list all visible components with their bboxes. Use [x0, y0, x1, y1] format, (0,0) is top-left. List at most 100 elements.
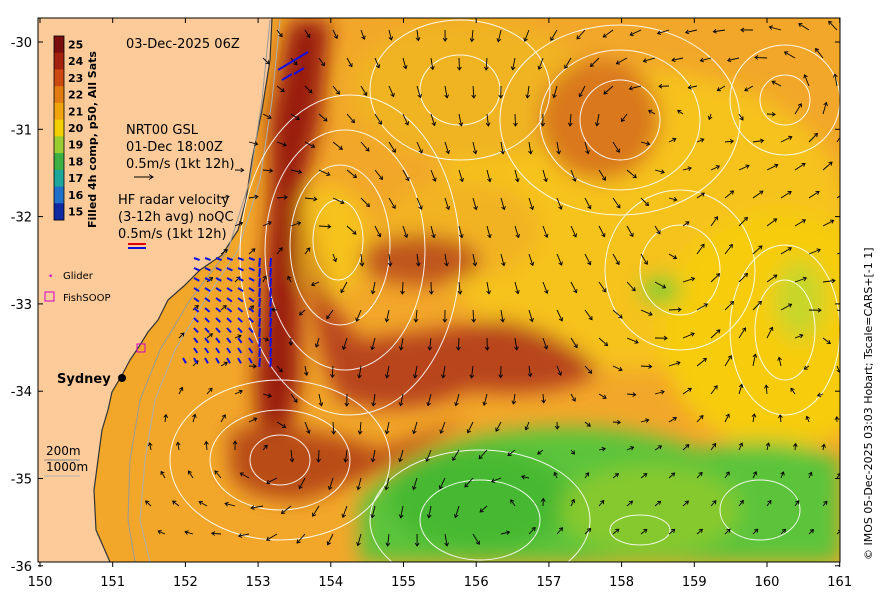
velocity-arrowhead	[340, 288, 345, 294]
velocity-arrowhead	[684, 500, 689, 505]
velocity-arrowhead	[459, 234, 464, 239]
velocity-arrowhead	[469, 38, 475, 43]
velocity-arrow	[640, 197, 649, 206]
velocity-arrowhead	[147, 442, 153, 447]
velocity-arrow	[429, 337, 432, 350]
velocity-arrowhead	[263, 444, 268, 449]
fishsoop-marker-map	[136, 343, 146, 353]
velocity-arrowhead	[788, 135, 793, 141]
fishsoop-label: FishSOOP	[63, 293, 110, 304]
velocity-arrow	[640, 253, 648, 265]
velocity-arrow	[500, 531, 510, 535]
hf-radar-vector	[258, 287, 261, 298]
velocity-arrow	[598, 500, 605, 507]
velocity-arrow	[220, 362, 228, 367]
velocity-arrowhead	[529, 317, 534, 323]
x-axis: 150 151 152 153 154 155 156 157 158 159 160 161	[28, 18, 852, 590]
velocity-arrowhead	[252, 363, 257, 369]
velocity-arrowhead	[357, 374, 362, 379]
velocity-arrowhead	[587, 369, 593, 374]
colorbar-swatch	[54, 69, 64, 87]
velocity-arrowhead	[452, 456, 457, 461]
velocity-arrowhead	[398, 457, 403, 463]
velocity-arrow	[612, 365, 623, 371]
velocity-arrowhead	[573, 289, 578, 294]
colorbar-tick-label: 22	[68, 89, 83, 102]
velocity-arrowhead	[428, 290, 434, 295]
velocity-arrow	[318, 169, 331, 176]
velocity-arrowhead	[765, 442, 771, 447]
hf-radar-vector	[248, 347, 254, 354]
velocity-arrowhead	[757, 300, 762, 306]
velocity-arrowhead	[700, 192, 705, 197]
velocity-arrowhead	[331, 430, 336, 435]
velocity-arrow	[262, 393, 272, 397]
velocity-arrow	[836, 252, 840, 255]
velocity-arrowhead	[554, 425, 560, 430]
hf-radar-vector	[281, 73, 293, 81]
velocity-arrowhead	[828, 20, 833, 25]
velocity-arrow	[822, 102, 827, 115]
velocity-arrowhead	[208, 333, 214, 338]
velocity-arrow	[416, 85, 421, 98]
velocity-arrowhead	[323, 117, 328, 122]
velocity-arrow	[738, 327, 746, 339]
velocity-arrow	[472, 197, 477, 210]
velocity-arrowhead	[752, 353, 758, 358]
hf-radar-vector	[258, 347, 261, 358]
velocity-arrow	[744, 85, 754, 92]
velocity-arrowhead	[232, 440, 238, 445]
hf-radar-vector	[226, 327, 232, 334]
velocity-arrowhead	[312, 512, 317, 517]
hf-radar-vector	[204, 327, 210, 334]
velocity-arrow	[145, 500, 152, 507]
velocity-arrowhead	[388, 36, 394, 41]
velocity-arrowhead	[306, 429, 311, 434]
hf-radar-vector	[258, 307, 261, 318]
velocity-arrow	[342, 337, 348, 350]
colorbar-label: Filled 4h comp, p50, All Sats	[86, 51, 99, 228]
velocity-arrow	[688, 85, 698, 89]
velocity-arrow	[238, 533, 250, 537]
velocity-arrowhead	[175, 441, 181, 446]
velocity-arrow	[360, 253, 363, 266]
velocity-arrowhead	[727, 57, 732, 63]
velocity-arrow	[806, 416, 810, 423]
velocity-arrowhead	[204, 440, 209, 445]
velocity-arrow	[220, 249, 228, 255]
velocity-arrowhead	[172, 500, 177, 505]
velocity-arrowhead	[237, 334, 242, 339]
velocity-arrow	[584, 309, 593, 320]
colorbar-swatch	[54, 86, 64, 104]
velocity-arrow	[177, 442, 180, 451]
hf-radar-vector	[248, 357, 253, 364]
velocity-arrowhead	[690, 276, 696, 282]
velocity-arrowhead	[180, 332, 185, 337]
velocity-arrowhead	[370, 290, 376, 295]
velocity-arrow	[626, 337, 639, 344]
velocity-arrowhead	[306, 247, 311, 252]
colorbar-tick-label: 20	[68, 122, 84, 135]
hf-radar-vector	[226, 297, 233, 303]
hf-radar-vector	[193, 317, 200, 323]
velocity-arrow	[654, 445, 662, 451]
velocity-arrow	[290, 393, 298, 403]
velocity-arrowhead	[313, 196, 318, 202]
velocity-arrow	[654, 225, 661, 235]
velocity-arrowhead	[486, 290, 491, 295]
hf-radar-vector	[204, 317, 211, 323]
velocity-arrowhead	[836, 472, 840, 477]
velocity-arrowhead	[310, 143, 316, 148]
velocity-arrow	[312, 505, 320, 517]
velocity-arrowhead	[716, 87, 721, 92]
velocity-arrow	[556, 141, 560, 154]
velocity-arrow	[808, 133, 818, 143]
velocity-arrowhead	[594, 122, 600, 127]
velocity-arrow	[412, 477, 418, 490]
velocity-arrowhead	[845, 310, 848, 314]
land-mass	[38, 18, 272, 562]
velocity-arrow	[500, 197, 505, 210]
velocity-arrow	[752, 354, 756, 367]
colorbar-tick-label: 21	[68, 105, 83, 118]
velocity-arrow	[416, 29, 419, 41]
